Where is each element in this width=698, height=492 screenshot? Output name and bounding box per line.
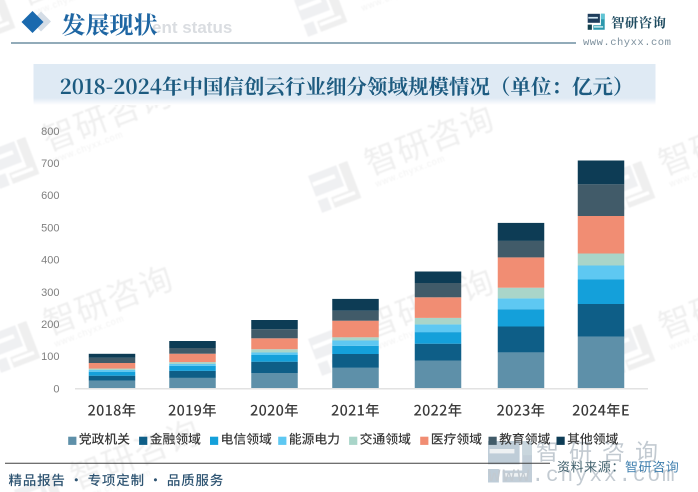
svg-text:www.chyxx.com: www.chyxx.com [583, 37, 671, 49]
svg-text:500: 500 [41, 222, 59, 234]
svg-text:200: 200 [41, 319, 59, 331]
svg-text:400: 400 [41, 255, 59, 267]
svg-text:700: 700 [41, 158, 59, 170]
svg-text:300: 300 [41, 287, 59, 299]
svg-text:600: 600 [41, 190, 59, 202]
svg-text:ent status: ent status [152, 18, 232, 37]
svg-text:100: 100 [41, 351, 59, 363]
svg-text:800: 800 [41, 126, 59, 138]
svg-text:0: 0 [53, 383, 59, 395]
